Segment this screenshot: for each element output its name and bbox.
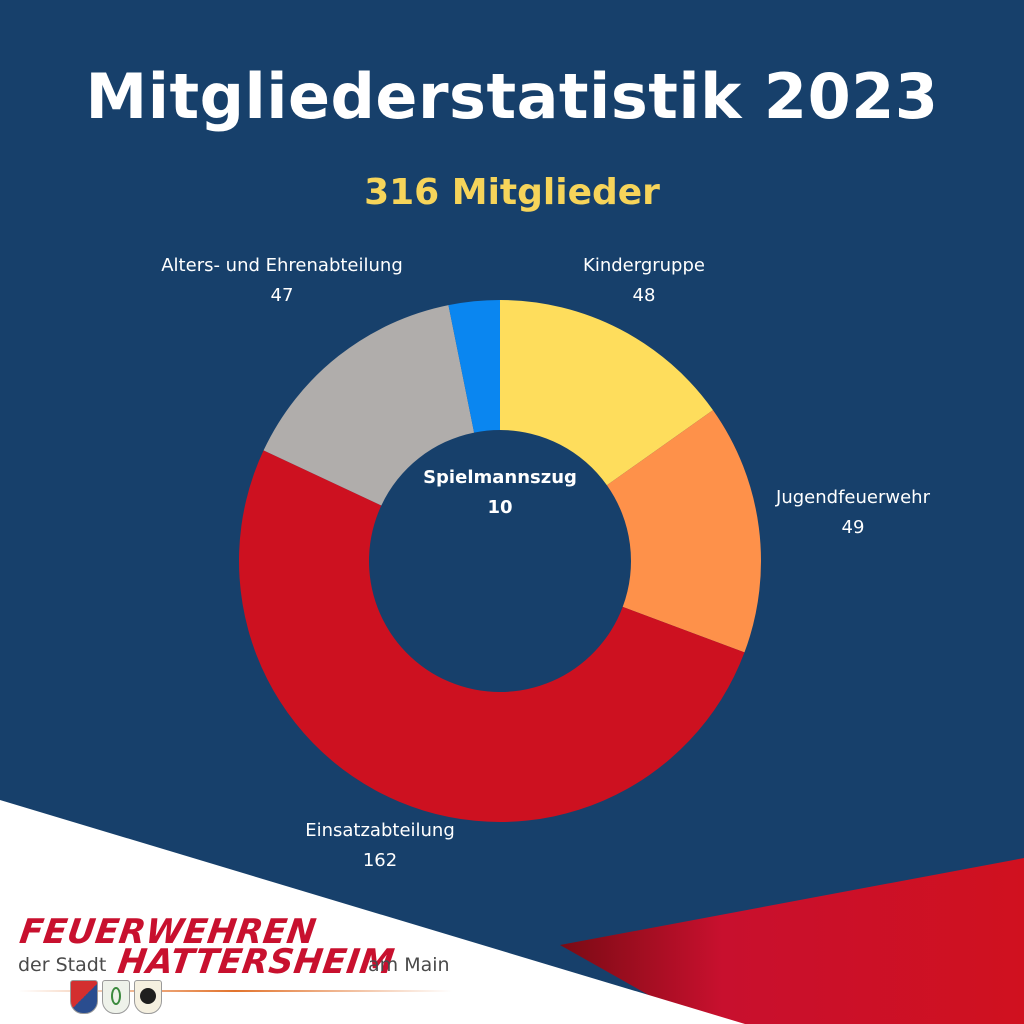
slice-kindergruppe bbox=[500, 300, 713, 486]
label-alters-name: Alters- und Ehrenabteilung bbox=[161, 255, 403, 276]
label-alters-und-ehrenabteilung: Alters- und Ehrenabteilung 47 bbox=[161, 251, 403, 311]
slice-spielmannszug bbox=[448, 300, 500, 433]
logo-name: HATTERSHEIM bbox=[115, 942, 398, 982]
crest-icon bbox=[134, 980, 162, 1014]
label-kindergruppe-value: 48 bbox=[632, 285, 656, 306]
slice-einsatzabteilung bbox=[239, 450, 745, 822]
logo-prefix: der Stadt bbox=[18, 954, 107, 976]
label-jugendfeuerwehr-name: Jugendfeuerwehr bbox=[776, 487, 930, 508]
label-einsatzabteilung: Einsatzabteilung 162 bbox=[305, 816, 455, 876]
chart-subtitle: 316 Mitglieder bbox=[364, 172, 660, 213]
label-spielmannszug-value: 10 bbox=[487, 497, 513, 518]
crest-icon bbox=[102, 980, 130, 1014]
logo-suffix: am Main bbox=[368, 954, 450, 976]
chart-title: Mitgliederstatistik 2023 bbox=[85, 60, 939, 133]
slice-alters-und-ehrenabteilung bbox=[263, 305, 475, 506]
feuerwehr-logo: FEUERWEHREN der Stadt HATTERSHEIM am Mai… bbox=[17, 912, 458, 1022]
label-spielmannszug: Spielmannszug 10 bbox=[423, 463, 577, 523]
label-jugendfeuerwehr-value: 49 bbox=[841, 517, 865, 538]
label-einsatzabteilung-name: Einsatzabteilung bbox=[305, 820, 455, 841]
label-alters-value: 47 bbox=[270, 285, 294, 306]
label-spielmannszug-name: Spielmannszug bbox=[423, 467, 577, 488]
label-jugendfeuerwehr: Jugendfeuerwehr 49 bbox=[776, 483, 930, 543]
label-einsatzabteilung-value: 162 bbox=[362, 850, 398, 871]
red-wedge bbox=[560, 858, 1024, 1024]
label-kindergruppe-name: Kindergruppe bbox=[583, 255, 705, 276]
label-kindergruppe: Kindergruppe 48 bbox=[583, 251, 705, 311]
crest-icon bbox=[70, 980, 98, 1014]
logo-divider bbox=[18, 990, 452, 992]
slice-jugendfeuerwehr bbox=[606, 410, 761, 653]
white-footer bbox=[0, 800, 745, 1024]
